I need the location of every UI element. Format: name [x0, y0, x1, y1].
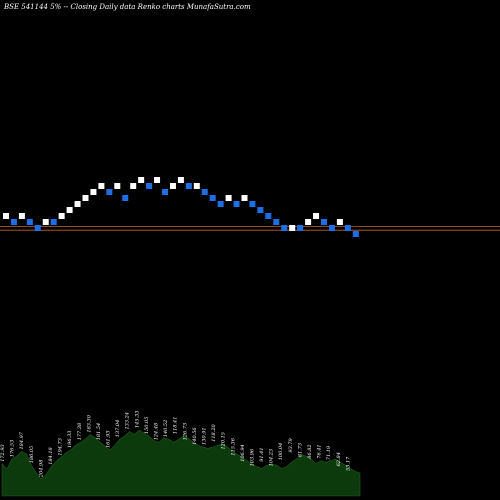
renko-brick-down: [50, 219, 57, 225]
renko-brick-up: [138, 177, 145, 183]
volume-label: 204.98: [38, 460, 44, 479]
renko-brick-down: [26, 219, 33, 225]
volume-label: 53.17: [345, 456, 351, 471]
volume-label: 91.41: [259, 447, 265, 461]
volume-label: 184.18: [48, 447, 54, 465]
volume-label: 176.53: [10, 440, 16, 458]
renko-brick-up: [313, 213, 320, 219]
renko-brick-up: [90, 189, 97, 195]
volume-label: 118.41: [173, 417, 179, 435]
volume-label: 103.96: [250, 448, 256, 466]
volume-label: 196.33: [67, 431, 73, 449]
renko-brick-down: [217, 201, 224, 207]
renko-brick-down: [185, 183, 192, 189]
renko-brick-down: [106, 189, 113, 195]
volume-label: 183.30: [86, 414, 92, 432]
volume-label: 130.91: [202, 427, 208, 445]
volume-label: 161.93: [106, 431, 112, 449]
renko-brick-up: [336, 219, 343, 225]
volume-label: 133.24: [125, 412, 131, 430]
renko-brick-up: [305, 219, 312, 225]
volume-label: 115.36: [230, 437, 236, 455]
volume-label: 181.54: [96, 423, 102, 441]
volume-label: 106.94: [240, 444, 246, 462]
renko-brick-down: [34, 225, 41, 231]
renko-brick-up: [74, 201, 81, 207]
renko-brick-up: [42, 219, 49, 225]
renko-brick-down: [249, 201, 256, 207]
renko-brick-up: [225, 195, 232, 201]
volume-label: 140.52: [163, 420, 169, 438]
volume-label: 126.73: [182, 423, 188, 441]
chart-title: BSE 541144 5% -- Closing Daily data Renk…: [3, 3, 251, 11]
volume-label: 104.23: [269, 449, 275, 467]
renko-brick-up: [114, 183, 121, 189]
volume-label: 93.79: [288, 437, 294, 452]
volume-label: 81.73: [297, 443, 303, 457]
renko-brick-down: [146, 183, 153, 189]
volume-label: 172.93: [0, 444, 6, 462]
renko-brick-up: [18, 213, 25, 219]
renko-brick-up: [169, 183, 176, 189]
renko-brick-up: [82, 195, 89, 201]
volume-area: [1, 429, 361, 497]
renko-brick-down: [328, 225, 335, 231]
renko-brick-up: [289, 225, 296, 231]
renko-brick-up: [154, 177, 161, 183]
renko-brick-up: [98, 183, 105, 189]
volume-label: 145.33: [134, 411, 140, 429]
renko-brick-down: [233, 201, 240, 207]
renko-brick-down: [10, 219, 17, 225]
volume-label: 62.84: [336, 452, 342, 466]
renko-brick-down: [209, 195, 216, 201]
volume-label: 140.56: [192, 427, 198, 445]
volume-label: 71.19: [326, 445, 332, 460]
reference-lines: [0, 226, 500, 231]
renko-brick-down: [344, 225, 351, 231]
volume-label: 137.04: [115, 420, 121, 438]
volume-label: 124.48: [154, 423, 160, 441]
volume-label: 86.82: [307, 444, 313, 458]
volume-label: 194.73: [58, 438, 64, 456]
renko-brick-up: [130, 183, 137, 189]
volume-label: 100.04: [278, 443, 284, 461]
volume-label: 186.05: [29, 446, 35, 464]
renko-brick-down: [162, 189, 168, 195]
renko-brick-up: [66, 207, 73, 213]
renko-brick-up: [193, 183, 200, 189]
renko-bricks: [3, 177, 359, 237]
renko-brick-down: [265, 213, 272, 219]
renko-brick-down: [273, 219, 280, 225]
renko-brick-up: [58, 213, 65, 219]
volume-label: 76.41: [317, 444, 323, 458]
renko-brick-down: [297, 225, 304, 231]
renko-brick-up: [3, 213, 9, 219]
volume-label: 184.97: [19, 431, 25, 449]
renko-brick-up: [241, 195, 248, 201]
renko-brick-down: [257, 207, 264, 213]
renko-brick-down: [321, 219, 327, 225]
volume-label: 120.15: [221, 432, 227, 450]
renko-brick-down: [352, 231, 359, 237]
renko-brick-down: [122, 195, 129, 201]
volume-label: 177.38: [77, 423, 83, 441]
volume-label: 118.20: [211, 423, 217, 441]
volume-label: 150.05: [144, 417, 150, 435]
renko-brick-down: [201, 189, 208, 195]
renko-brick-down: [281, 225, 288, 231]
renko-brick-up: [177, 177, 184, 183]
